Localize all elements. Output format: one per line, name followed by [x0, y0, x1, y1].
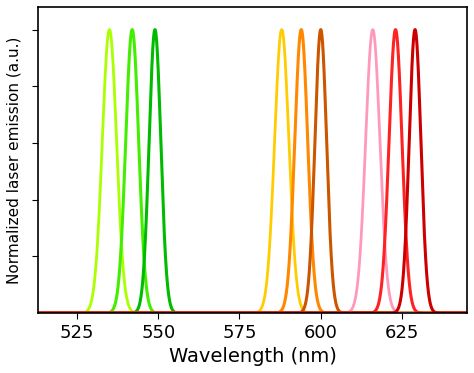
- Y-axis label: Normalized laser emission (a.u.): Normalized laser emission (a.u.): [7, 36, 22, 284]
- X-axis label: Wavelength (nm): Wavelength (nm): [169, 347, 337, 366]
